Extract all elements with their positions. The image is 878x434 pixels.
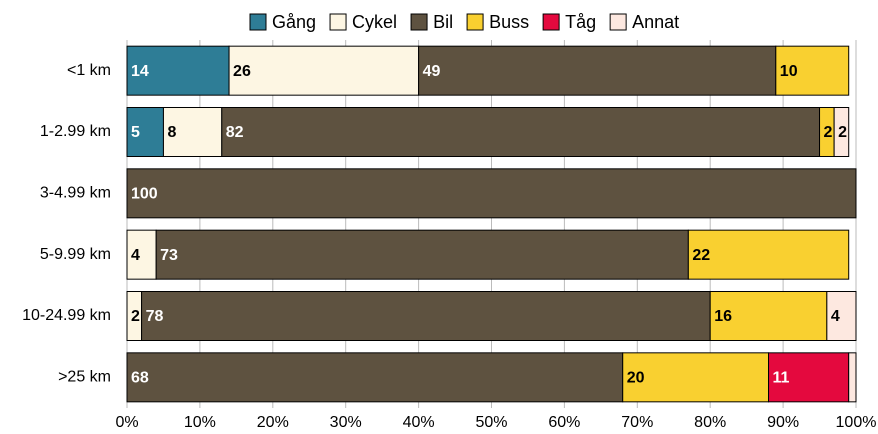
y-tick-label: 5-9.99 km xyxy=(40,246,111,263)
data-label: 78 xyxy=(146,308,164,325)
data-label: 49 xyxy=(423,63,441,80)
x-tick-label: 70% xyxy=(621,414,653,431)
y-tick-label: <1 km xyxy=(67,62,111,79)
bar-segment xyxy=(709,291,828,341)
y-tick-label: 3-4.99 km xyxy=(40,185,111,202)
x-tick-label: 60% xyxy=(548,414,580,431)
bar-segment xyxy=(126,45,230,96)
legend-label: Tåg xyxy=(565,12,596,32)
data-label: 8 xyxy=(167,124,176,141)
legend-label: Annat xyxy=(632,12,679,32)
data-label: 82 xyxy=(226,124,244,141)
legend-label: Bil xyxy=(433,12,453,32)
legend-swatch xyxy=(609,13,627,31)
data-label: 73 xyxy=(160,247,178,264)
data-label: 5 xyxy=(131,124,140,141)
bar-segment xyxy=(848,352,857,403)
x-tick-label: 80% xyxy=(694,414,726,431)
data-label: 14 xyxy=(131,63,149,80)
data-label: 4 xyxy=(131,247,140,264)
bar-segment xyxy=(687,229,850,280)
data-label: 2 xyxy=(824,124,833,141)
data-label: 100 xyxy=(131,186,158,203)
legend-swatch xyxy=(542,13,560,31)
data-label: 16 xyxy=(714,308,732,325)
y-tick-label: >25 km xyxy=(58,369,111,386)
legend-swatch xyxy=(249,13,267,31)
x-tick-label: 40% xyxy=(403,414,435,431)
bar-segment xyxy=(141,291,711,341)
legend-swatch xyxy=(329,13,347,31)
x-tick-label: 20% xyxy=(257,414,289,431)
x-tick-label: 10% xyxy=(184,414,216,431)
bar-segment xyxy=(775,45,850,96)
data-label: 2 xyxy=(838,124,847,141)
bar-segment xyxy=(228,45,420,96)
bar-segment xyxy=(221,107,821,157)
y-tick-label: 10-24.99 km xyxy=(22,307,111,324)
x-tick-label: 100% xyxy=(836,414,877,431)
data-label: 4 xyxy=(831,308,840,325)
data-label: 10 xyxy=(780,63,798,80)
legend-swatch xyxy=(410,13,428,31)
bar-segment xyxy=(826,291,857,341)
x-tick-label: 0% xyxy=(115,414,138,431)
bar-segment xyxy=(768,352,850,403)
data-label: 26 xyxy=(233,63,251,80)
y-tick-label: 1-2.99 km xyxy=(40,123,111,140)
data-label: 2 xyxy=(131,308,140,325)
data-label: 68 xyxy=(131,370,149,387)
data-label: 22 xyxy=(692,247,710,264)
x-tick-label: 90% xyxy=(767,414,799,431)
data-label: 20 xyxy=(627,370,645,387)
data-label: 11 xyxy=(773,370,790,387)
legend-label: Gång xyxy=(272,12,316,32)
bar-segment xyxy=(126,168,857,219)
bar-segment xyxy=(126,352,624,403)
bar-segment xyxy=(418,45,777,96)
legend-label: Cykel xyxy=(352,12,397,32)
bar-segment xyxy=(162,107,223,157)
bar-segment xyxy=(833,107,850,157)
legend-label: Buss xyxy=(489,12,529,32)
x-tick-label: 30% xyxy=(330,414,362,431)
bar-segment xyxy=(622,352,770,403)
legend-swatch xyxy=(466,13,484,31)
bar-segment xyxy=(155,229,689,280)
x-tick-label: 50% xyxy=(475,414,507,431)
